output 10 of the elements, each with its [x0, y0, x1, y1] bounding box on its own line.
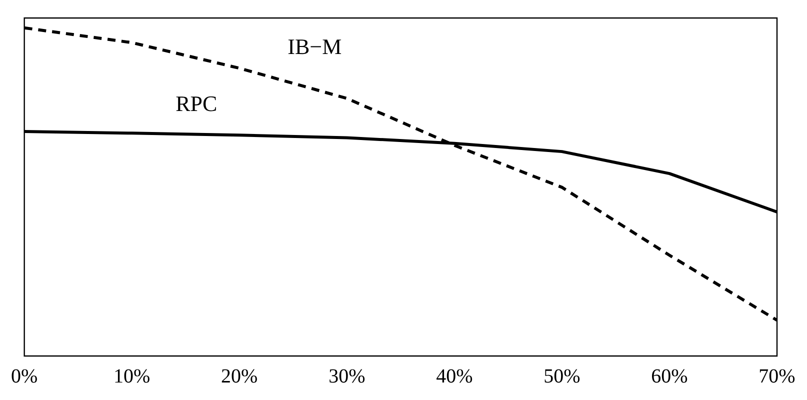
x-tick-label: 10%	[114, 365, 150, 388]
x-tick-label: 0%	[10, 365, 38, 388]
x-tick-label: 70%	[758, 365, 796, 388]
x-tick-label: 50%	[544, 365, 580, 388]
x-tick-label: 60%	[651, 365, 688, 388]
x-tick-label: 30%	[328, 365, 366, 388]
series-label: RPC	[176, 91, 218, 116]
x-tick-label: 20%	[221, 365, 258, 388]
series-label: IB−M	[288, 34, 342, 60]
x-tick-label: 40%	[436, 365, 473, 388]
